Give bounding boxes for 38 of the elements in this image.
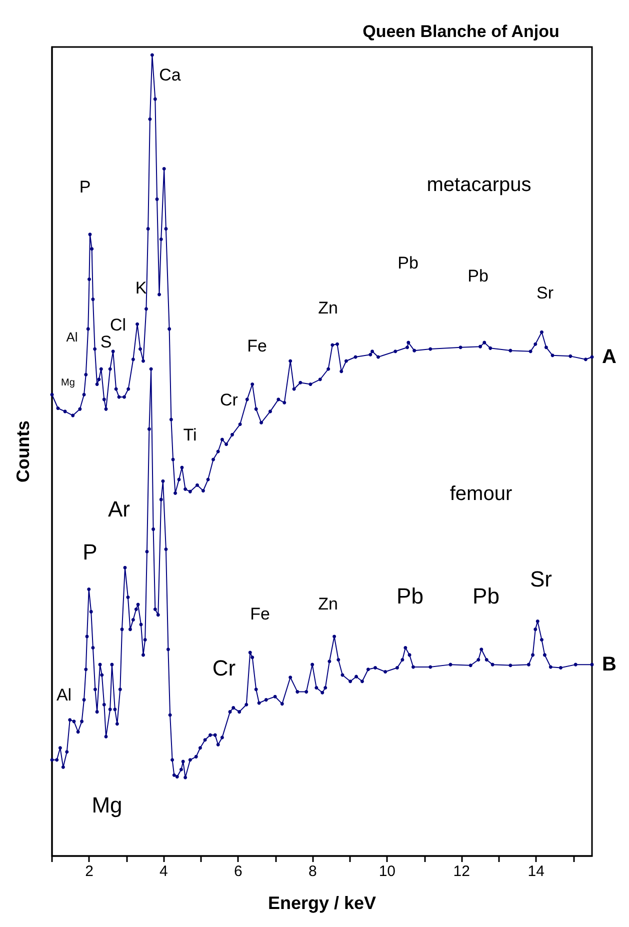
annotation: Al: [56, 686, 72, 704]
annotation: Sr: [530, 566, 552, 592]
annotation: Zn: [318, 594, 338, 614]
x-tick-label: 10: [378, 863, 396, 880]
annotation: Ar: [108, 496, 130, 522]
annotation: Ca: [159, 66, 182, 84]
annotation: Al: [66, 330, 78, 344]
annotation: Mg: [61, 378, 75, 388]
y-axis-title: Counts: [13, 420, 33, 482]
annotation: Sr: [536, 284, 554, 302]
x-tick-label: 8: [308, 863, 317, 880]
annotation: Fe: [247, 336, 267, 356]
annotation: Pb: [472, 584, 500, 608]
series-label: A: [602, 346, 616, 368]
annotation: Fe: [250, 604, 270, 624]
annotation: Ti: [183, 426, 197, 444]
x-tick-label: 14: [528, 863, 544, 880]
annotation: Cr: [212, 656, 236, 680]
annotation: Mg: [92, 792, 122, 818]
x-tick-label: 6: [234, 863, 242, 880]
annotation: Cl: [110, 316, 126, 334]
annotation: Cr: [220, 390, 238, 410]
chart-title: Queen Blanche of Anjou: [362, 22, 560, 41]
annotation: Pb: [396, 584, 424, 608]
annotation: P: [79, 178, 91, 196]
x-tick-label: 12: [453, 863, 470, 880]
x-axis-title: Energy / keV: [268, 893, 376, 913]
annotation: P: [82, 540, 98, 564]
annotation: Pb: [468, 266, 488, 286]
annotation: metacarpus: [426, 174, 532, 196]
annotation: Pb: [398, 254, 418, 272]
annotation: Zn: [318, 298, 338, 318]
x-tick-label: 4: [160, 863, 168, 880]
annotation: femour: [450, 483, 512, 505]
series-label: B: [602, 654, 616, 676]
annotation: K: [135, 278, 148, 298]
x-tick-label: 2: [85, 863, 94, 880]
annotation: S: [100, 332, 112, 352]
